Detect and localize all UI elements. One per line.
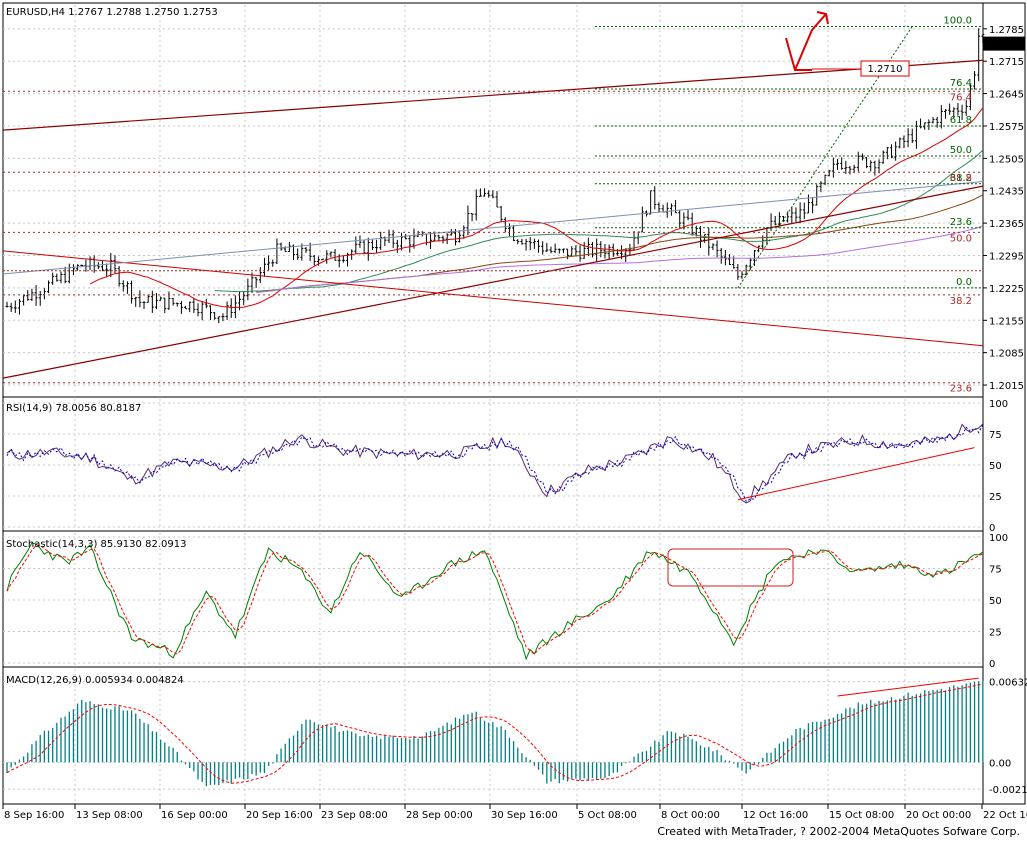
price-axis-label: 1.2715	[989, 57, 1024, 68]
price-axis-label: 1.2155	[989, 316, 1024, 327]
stochastic-axis-label: 100	[989, 533, 1008, 544]
stochastic-signal-line	[6, 544, 984, 655]
lower-trend-line	[2, 185, 984, 379]
rsi-axis-label: 25	[989, 492, 1002, 503]
price-axis-label: 1.2785	[989, 25, 1024, 36]
stochastic-header: Stochastic(14,3,3) 85.9130 82.0913	[6, 539, 186, 550]
x-axis-label: 23 Sep 08:00	[321, 810, 388, 821]
rsi-line	[6, 423, 984, 504]
price-axis-label: 1.2645	[989, 90, 1024, 101]
fibonacci-red: 76.4 61.8 50.0 38.2 23.6	[3, 90, 983, 395]
stochastic-main-line	[6, 542, 984, 661]
fib-green-label: 76.4	[950, 78, 972, 89]
macd-signal-line	[6, 683, 983, 784]
x-axis-label: 15 Oct 08:00	[829, 810, 894, 821]
x-axis-label: 8 Sep 16:00	[4, 810, 64, 821]
x-axis-label: 28 Sep 00:00	[406, 810, 473, 821]
x-axis-label: 20 Sep 16:00	[246, 810, 313, 821]
upper-trend-line	[2, 59, 984, 131]
ma-red-line	[89, 107, 984, 309]
candles	[5, 28, 985, 324]
x-axis-label: 8 Oct 00:00	[661, 810, 720, 821]
macd-divergence-line	[837, 677, 979, 697]
stochastic-axis-label: 25	[989, 628, 1002, 639]
macd-header: MACD(12,26,9) 0.005934 0.004824	[6, 675, 184, 686]
panel-border-main	[2, 2, 984, 398]
x-axis-label: 22 Oct 16:00	[983, 810, 1027, 821]
fib-red-label: 61.8	[950, 173, 972, 184]
rsi-axis-label: 75	[989, 430, 1002, 441]
channel-line	[2, 180, 984, 275]
fib-red-label: 23.6	[950, 384, 972, 395]
rsi-axis-label: 50	[989, 461, 1002, 472]
stochastic-highlight-box	[667, 548, 794, 587]
ma-violet-line	[256, 225, 983, 293]
stochastic-axis-label: 75	[989, 565, 1002, 576]
current-price-label: 1.2753	[987, 40, 1022, 51]
price-axis-label: 1.2365	[989, 219, 1024, 230]
x-axis-label: 30 Sep 16:00	[491, 810, 558, 821]
x-axis: 8 Sep 16:00 13 Sep 08:00 16 Sep 00:00 20 Se…	[2, 804, 1027, 821]
footer-credit: Created with MetaTrader, ? 2002-2004 Met…	[657, 825, 1020, 838]
rsi-axis-label: 0	[989, 523, 995, 534]
stochastic-axis-label: 0	[989, 659, 995, 670]
stochastic-axis-label: 50	[989, 596, 1002, 607]
price-axis-label: 1.2295	[989, 252, 1024, 263]
fib-red-label: 38.2	[950, 296, 972, 307]
fib-green-label: 38.2	[950, 173, 972, 184]
annotation-box	[860, 60, 910, 77]
macd-axis-label: 0.00	[989, 758, 1011, 769]
descending-trend-line	[2, 250, 984, 347]
macd-axis-label: -0.0021	[989, 785, 1027, 796]
rsi-header: RSI(14,9) 78.0056 80.8187	[6, 403, 141, 414]
chart-header: EURUSD,H4 1.2767 1.2788 1.2750 1.2753	[6, 7, 218, 18]
fib-red-label: 76.4	[950, 92, 972, 103]
forecast-arrow	[785, 11, 829, 71]
fib-green-label: 100.0	[943, 16, 972, 27]
price-axis-label: 1.2435	[989, 187, 1024, 198]
current-price-marker	[983, 36, 1025, 51]
macd-histogram	[6, 680, 984, 787]
x-axis-label: 12 Oct 16:00	[743, 810, 808, 821]
annotation-price: 1.2710	[868, 64, 903, 75]
forecast-annotation: 1.2710	[785, 11, 910, 77]
x-axis-label: 20 Oct 00:00	[906, 810, 971, 821]
rsi-axis-label: 100	[989, 399, 1008, 410]
grid	[3, 5, 987, 802]
fib-red-label: 50.0	[950, 233, 972, 244]
rsi-trend-line	[737, 447, 975, 501]
fib-green-label: 61.8	[950, 115, 972, 126]
fib-green-label: 23.6	[950, 217, 972, 228]
macd-axis-label: 0.00632	[989, 678, 1027, 689]
fib-green-label: 50.0	[950, 145, 972, 156]
panel-border-rsi	[2, 396, 984, 532]
price-axis-label: 1.2015	[989, 381, 1024, 392]
rsi-signal-line	[6, 424, 984, 503]
x-axis-label: 13 Sep 08:00	[76, 810, 143, 821]
trend-lines	[2, 59, 984, 379]
fib-green-label: 0.0	[956, 277, 972, 288]
x-axis-label: 5 Oct 08:00	[578, 810, 637, 821]
fibonacci-green: 100.0 76.4 61.8 50.0 38.2 23.6 0.0	[595, 16, 983, 289]
price-axis-label: 1.2575	[989, 122, 1024, 133]
price-axis-label: 1.2505	[989, 154, 1024, 165]
x-axis-label: 16 Sep 00:00	[161, 810, 228, 821]
price-axis-label: 1.2085	[989, 349, 1024, 360]
price-axis-label: 1.2225	[989, 284, 1024, 295]
